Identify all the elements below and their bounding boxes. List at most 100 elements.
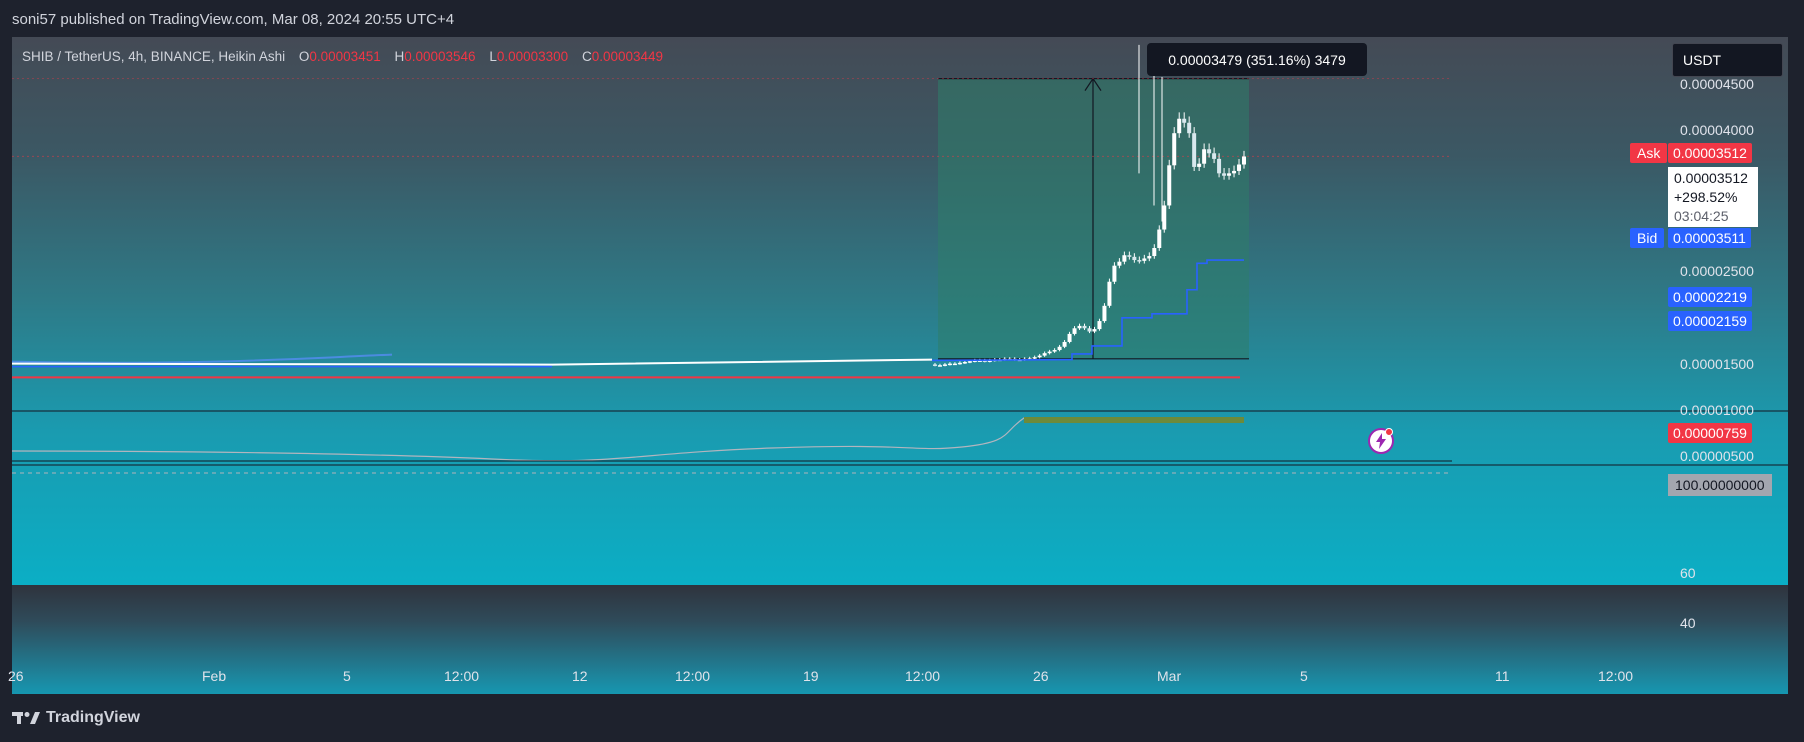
bid-tag: Bid: [1630, 228, 1665, 248]
bid-price-label: 0.00003511: [1668, 228, 1751, 248]
candle: [1177, 118, 1182, 134]
candle: [1087, 328, 1092, 332]
candle: [982, 360, 987, 362]
candle: [1077, 325, 1082, 329]
candle: [1092, 329, 1097, 332]
candle: [1102, 305, 1107, 322]
candle: [1192, 133, 1197, 167]
candle: [1207, 149, 1212, 154]
candle: [1242, 156, 1246, 165]
time-label: 12:00: [905, 668, 941, 684]
candle: [1172, 133, 1177, 166]
candle: [1222, 173, 1227, 176]
currency-selector[interactable]: USDT: [1672, 43, 1783, 77]
candle: [1112, 265, 1117, 282]
candle: [972, 360, 977, 362]
candle: [987, 360, 992, 362]
low-value: 0.00003300: [496, 49, 569, 64]
price-change: +298.52%: [1674, 189, 1738, 205]
candle: [1137, 260, 1142, 262]
price-tick: 0.00002500: [1680, 263, 1754, 279]
time-label: 5: [343, 668, 351, 684]
candle: [1167, 165, 1172, 206]
published-info: soni57 published on TradingView.com, Mar…: [12, 11, 455, 28]
oscillator-line: [12, 417, 1244, 462]
price-tick: 0.00000500: [1680, 448, 1754, 464]
ask-price-label: 0.00003512: [1668, 143, 1752, 163]
candle: [1182, 118, 1187, 123]
time-label: Feb: [202, 668, 227, 684]
candle: [1212, 153, 1217, 159]
candle: [942, 364, 947, 366]
bar-countdown: 03:04:25: [1674, 208, 1729, 224]
price-tick: 0.00001500: [1680, 356, 1754, 372]
measure-tooltip: 0.00003479 (351.16%) 3479: [1147, 43, 1367, 76]
candle: [947, 363, 952, 366]
high-key: H: [394, 49, 405, 64]
time-label: 12:00: [675, 668, 711, 684]
close-key: C: [581, 49, 592, 64]
candle: [1097, 321, 1102, 330]
time-label: 19: [803, 668, 819, 684]
ma-upper-label: 0.00002219: [1668, 287, 1752, 307]
candle: [1082, 325, 1087, 329]
rsi-pane[interactable]: [12, 585, 1788, 694]
candle: [1072, 328, 1077, 334]
time-label: 26: [8, 668, 24, 684]
candle: [1117, 261, 1122, 266]
ask-tag: Ask: [1630, 143, 1668, 163]
alert-icon[interactable]: [1367, 427, 1395, 455]
candle: [1122, 255, 1127, 262]
candle: [1227, 173, 1232, 176]
candle: [957, 362, 962, 365]
low-key: L: [489, 49, 497, 64]
candle: [1197, 163, 1202, 167]
ma-lower-label: 0.00002159: [1668, 311, 1752, 331]
last-price-box: 0.00003512 +298.52% 03:04:25: [1668, 167, 1758, 227]
candle: [952, 363, 957, 366]
candle: [1067, 333, 1072, 342]
high-value: 0.00003546: [404, 49, 476, 64]
candle: [1107, 281, 1112, 306]
time-label: 12:00: [1598, 668, 1634, 684]
rsi-value-label: 100.00000000: [1668, 474, 1772, 496]
time-label: 12: [572, 668, 588, 684]
candle: [1037, 355, 1042, 358]
candle: [1157, 229, 1162, 249]
top-bar: soni57 published on TradingView.com, Mar…: [0, 0, 1804, 40]
time-label: 12:00: [444, 668, 480, 684]
candle: [1047, 351, 1052, 354]
candle: [1057, 346, 1062, 350]
candle: [1162, 205, 1167, 230]
candle: [1042, 353, 1047, 356]
chart-area[interactable]: [12, 37, 1788, 694]
symbol-legend: SHIB / TetherUS, 4h, BINANCE, Heikin Ash…: [22, 49, 663, 64]
time-label: 26: [1033, 668, 1049, 684]
candle: [1187, 122, 1192, 134]
candle: [932, 364, 937, 366]
candle: [1127, 255, 1132, 257]
stepped-ma-line: [931, 259, 1244, 362]
last-price: 0.00003512: [1674, 170, 1748, 186]
price-chart-svg[interactable]: [12, 37, 1788, 694]
symbol-info[interactable]: SHIB / TetherUS, 4h, BINANCE, Heikin Ash…: [22, 49, 286, 64]
rsi-tick: 60: [1680, 565, 1696, 581]
candle: [937, 365, 942, 367]
time-label: 11: [1495, 668, 1510, 684]
candle: [1062, 341, 1067, 347]
footer-brand[interactable]: TradingView: [12, 709, 140, 727]
candle: [1237, 164, 1242, 171]
price-tick: 0.00004000: [1680, 122, 1754, 138]
early-price-line: [12, 358, 933, 366]
candle: [1202, 149, 1207, 164]
candle: [967, 361, 972, 363]
candle: [977, 360, 982, 362]
early-ma-line: [12, 353, 393, 364]
candle: [1132, 256, 1137, 261]
candle: [962, 362, 967, 364]
time-label: Mar: [1157, 668, 1182, 684]
tradingview-logo-icon: [12, 712, 40, 724]
tradingview-brand: TradingView: [46, 709, 140, 726]
close-value: 0.00003449: [591, 49, 664, 64]
candle: [1217, 158, 1222, 174]
